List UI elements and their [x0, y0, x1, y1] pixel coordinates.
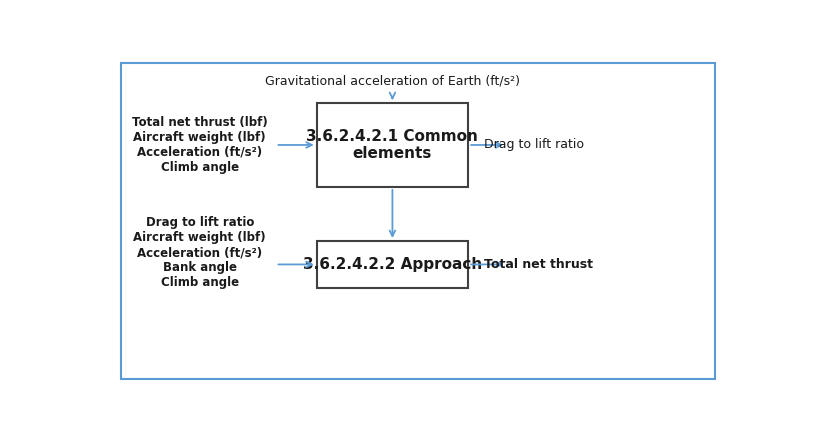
Text: Total net thrust: Total net thrust — [484, 258, 593, 271]
Text: Total net thrust (lbf)
Aircraft weight (lbf)
Acceleration (ft/s²)
Climb angle: Total net thrust (lbf) Aircraft weight (… — [132, 116, 267, 174]
Bar — [317, 241, 469, 288]
Text: 3.6.2.4.2.1 Common
elements: 3.6.2.4.2.1 Common elements — [306, 129, 478, 161]
Text: Drag to lift ratio: Drag to lift ratio — [484, 139, 584, 152]
Text: Gravitational acceleration of Earth (ft/s²): Gravitational acceleration of Earth (ft/… — [265, 75, 520, 87]
Text: Drag to lift ratio
Aircraft weight (lbf)
Acceleration (ft/s²)
Bank angle
Climb a: Drag to lift ratio Aircraft weight (lbf)… — [134, 216, 266, 289]
Text: 3.6.2.4.2.2 Approach: 3.6.2.4.2.2 Approach — [303, 257, 482, 272]
Bar — [317, 103, 469, 187]
